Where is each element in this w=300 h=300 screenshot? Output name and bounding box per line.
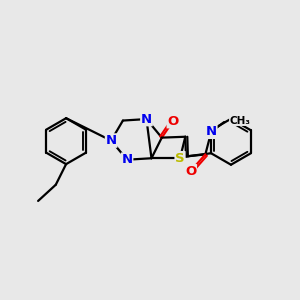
Text: CH₃: CH₃ [230, 116, 250, 126]
Text: N: N [122, 153, 133, 166]
Text: O: O [167, 115, 178, 128]
Text: N: N [141, 112, 152, 126]
Text: N: N [106, 134, 117, 147]
Text: O: O [185, 165, 196, 178]
Text: N: N [206, 125, 217, 138]
Text: S: S [175, 152, 185, 165]
